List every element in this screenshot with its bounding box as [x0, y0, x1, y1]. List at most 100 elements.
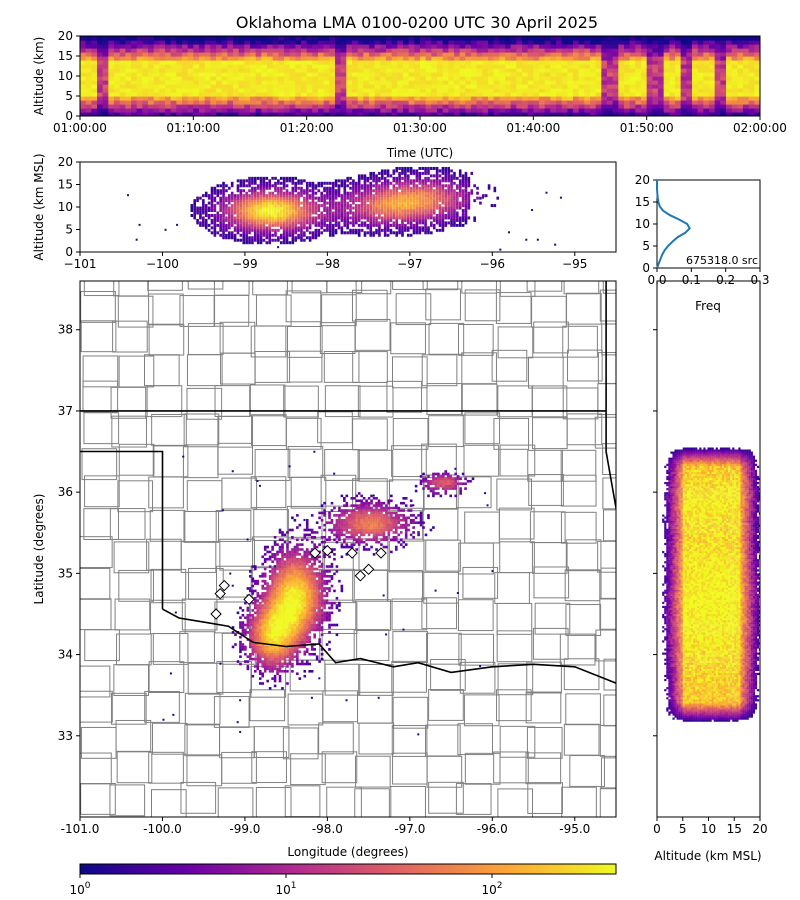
lon-alt-cell: [300, 186, 303, 190]
lon-alt-cell: [476, 196, 479, 200]
plan-view-cell: [251, 613, 255, 617]
plan-view-cell: [251, 657, 255, 661]
lon-alt-cell: [404, 194, 407, 198]
time-height-cell: [482, 108, 489, 113]
time-height-cell: [743, 112, 750, 116]
time-height-cell: [607, 68, 614, 73]
time-height-cell: [125, 80, 132, 85]
time-height-cell: [550, 104, 557, 109]
lon-alt-cell: [253, 218, 257, 222]
time-height-cell: [720, 112, 727, 116]
time-height-cell: [442, 76, 449, 81]
lon-alt-cell: [450, 206, 453, 210]
lon-alt-cell: [395, 201, 399, 205]
county-outline: [391, 660, 427, 693]
time-height-cell: [153, 44, 160, 49]
plan-view-cell: [251, 635, 255, 639]
lon-alt-cell: [383, 171, 387, 175]
time-height-cell: [493, 64, 500, 69]
time-height-cell: [284, 40, 291, 45]
time-height-cell: [238, 60, 245, 65]
lon-alt-cell: [277, 209, 280, 213]
time-height-cell: [493, 76, 500, 81]
county-outline: [496, 689, 532, 722]
lon-alt-cell: [378, 221, 381, 225]
lon-alt-cell: [242, 204, 246, 208]
time-height-cell: [459, 72, 466, 77]
time-height-cell: [522, 40, 529, 45]
time-height-cell: [663, 76, 670, 81]
lon-alt-cell: [233, 228, 237, 232]
lon-alt-cell: [233, 226, 237, 230]
time-height-cell: [125, 108, 132, 113]
time-height-cell: [550, 64, 557, 69]
lon-alt-cell: [242, 231, 246, 235]
time-height-cell: [102, 52, 109, 57]
time-height-cell: [567, 36, 574, 41]
time-height-cell: [114, 112, 121, 116]
time-height-cell: [533, 44, 540, 49]
time-height-cell: [357, 92, 364, 97]
lon-alt-cell: [245, 231, 248, 235]
lon-alt-cell: [458, 181, 462, 185]
time-height-cell: [80, 88, 87, 93]
lon-alt-cell: [245, 228, 248, 232]
time-height-cell: [216, 52, 223, 57]
plan-view-cell: [239, 650, 242, 654]
time-height-cell: [533, 60, 540, 65]
lon-alt-cell: [262, 204, 266, 208]
time-height-cell: [465, 108, 472, 113]
time-height-cell: [726, 112, 733, 116]
time-height-cell: [142, 68, 149, 73]
time-height-cell: [403, 88, 410, 93]
lon-alt-cell: [253, 176, 257, 180]
plan-view-cell: [258, 596, 262, 600]
lon-alt-cell: [412, 226, 416, 230]
time-height-cell: [527, 88, 534, 93]
time-height-cell: [516, 44, 523, 49]
lon-alt-cell: [222, 221, 225, 225]
lon-alt-cell: [253, 211, 257, 215]
lon-alt-cell: [389, 209, 393, 213]
time-height-cell: [437, 108, 444, 113]
time-height-cell: [340, 40, 347, 45]
lon-alt-cell: [435, 186, 439, 190]
lon-alt-cell: [230, 216, 234, 220]
time-height-cell: [386, 52, 393, 57]
lon-alt-cell: [303, 206, 306, 210]
lon-alt-cell: [372, 184, 375, 188]
lon-alt-cell: [432, 199, 436, 203]
plan-view-cell: [258, 633, 262, 637]
lon-alt-cell: [357, 211, 361, 215]
lon-alt-cell: [409, 211, 413, 215]
lon-alt-cell: [369, 199, 373, 203]
time-height-cell: [204, 88, 211, 93]
lon-alt-cell: [282, 238, 286, 242]
lon-alt-cell: [383, 186, 387, 190]
plan-view-cell: [256, 635, 260, 639]
lon-alt-xtick: −96: [480, 257, 505, 271]
county-outline: [421, 354, 458, 387]
lon-alt-cell: [438, 218, 442, 222]
time-height-cell: [131, 96, 138, 101]
time-height-cell: [680, 52, 687, 57]
time-height-cell: [720, 52, 727, 57]
lon-alt-cell: [346, 211, 349, 215]
time-height-cell: [544, 76, 551, 81]
lon-alt-cell: [386, 204, 390, 208]
time-height-cell: [448, 56, 455, 61]
time-height-cell: [102, 40, 109, 45]
time-height-cell: [102, 84, 109, 89]
lon-alt-cell: [294, 186, 297, 190]
time-height-cell: [590, 84, 597, 89]
time-height-cell: [561, 84, 568, 89]
time-height-cell: [731, 76, 738, 81]
time-height-cell: [340, 56, 347, 61]
time-height-cell: [301, 100, 308, 105]
time-height-cell: [726, 44, 733, 49]
histogram-annotation: 675318.0 src: [686, 254, 758, 267]
time-height-cell: [612, 108, 619, 113]
lon-alt-cell: [447, 191, 450, 195]
time-height-cell: [187, 44, 194, 49]
lon-alt-cell: [415, 226, 419, 230]
